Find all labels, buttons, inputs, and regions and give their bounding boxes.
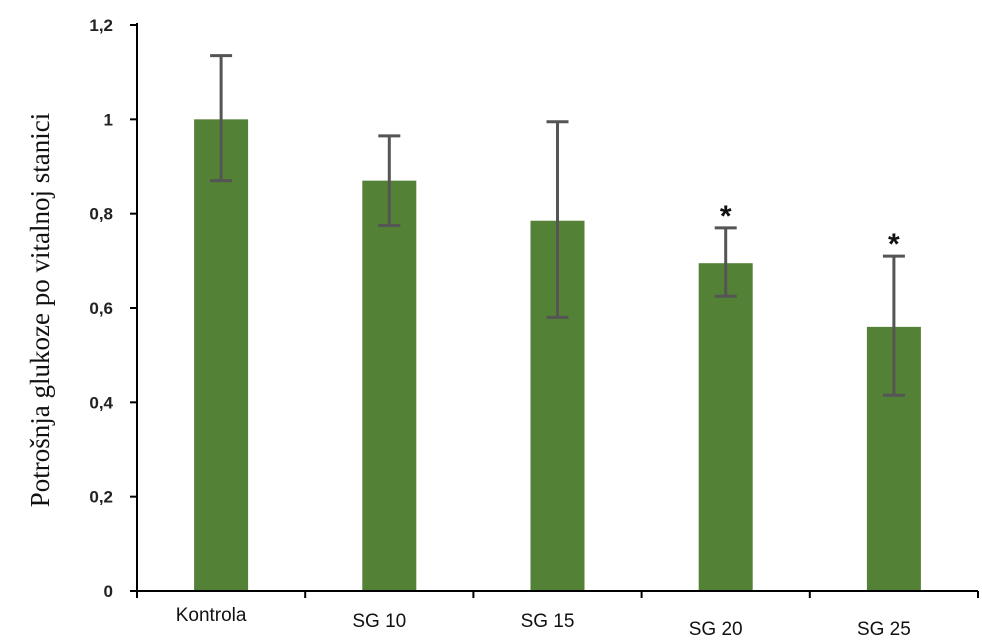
y-axis-title: Potrošnja glukoze po vitalnoj stanici [25, 113, 55, 507]
x-labels-group: Kontrola SG 10 SG 15 SG 20 SG 25 [176, 605, 911, 640]
error-bars-group [210, 54, 905, 397]
bar-sg-20 [698, 263, 753, 591]
y-tick-label: 0,2 [89, 488, 113, 507]
y-tick-label: 0,4 [89, 393, 113, 412]
y-tick-label: 0,6 [89, 299, 113, 318]
y-tick-label: 1,2 [89, 16, 113, 35]
y-tick-label: 0 [104, 582, 113, 601]
x-category-label: SG 10 [352, 611, 406, 632]
significance-marker: * [720, 200, 732, 233]
x-category-label: SG 15 [521, 611, 575, 632]
x-category-label: Kontrola [176, 605, 247, 626]
y-axis-title-group: Potrošnja glukoze po vitalnoj stanici [25, 113, 55, 507]
y-ticks-group: 0 0,2 0,4 0,6 0,8 1 1,2 [89, 16, 137, 601]
bars-group [194, 119, 921, 591]
y-tick-label: 0,8 [89, 205, 113, 224]
x-category-label: SG 20 [689, 619, 743, 640]
x-category-label: SG 25 [857, 619, 911, 640]
significance-marker: * [888, 228, 900, 261]
bar-sg-10 [362, 180, 417, 591]
bar-kontrola [194, 119, 249, 591]
y-tick-label: 1 [104, 110, 113, 129]
significance-group: ** [720, 200, 900, 261]
